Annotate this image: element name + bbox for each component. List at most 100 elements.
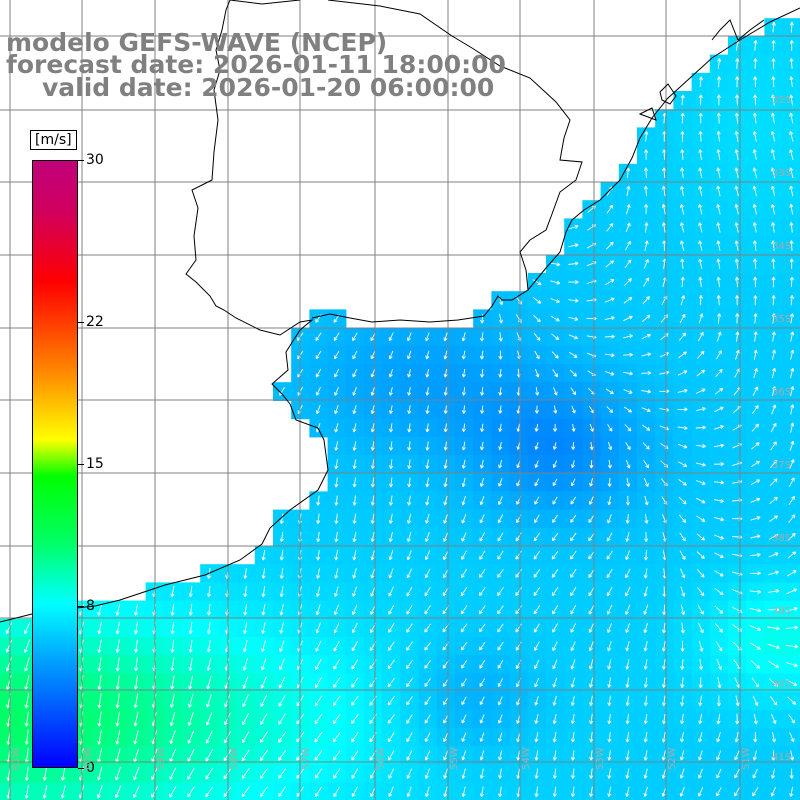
- wind-arrow: [785, 662, 798, 668]
- wind-arrow: [479, 641, 486, 651]
- wind-arrow: [60, 785, 66, 799]
- wind-arrow: [406, 550, 412, 561]
- wind-arrow: [698, 131, 703, 142]
- wind-arrow: [641, 333, 651, 340]
- wind-arrow: [771, 386, 777, 397]
- wind-arrow: [332, 732, 341, 743]
- wind-arrow: [789, 203, 794, 215]
- wind-arrow: [606, 623, 612, 633]
- wind-arrow: [478, 605, 486, 615]
- wind-arrow: [352, 441, 357, 451]
- wind-arrow: [787, 551, 797, 559]
- wind-arrow: [625, 786, 630, 797]
- wind-arrow: [770, 441, 777, 451]
- wind-arrow: [351, 677, 359, 688]
- wind-arrow: [644, 149, 649, 160]
- wind-arrow: [461, 477, 466, 488]
- wind-arrow: [680, 167, 685, 179]
- wind-arrow: [406, 513, 412, 524]
- wind-arrow: [787, 696, 797, 705]
- wind-arrow: [605, 279, 615, 286]
- wind-arrow: [5, 639, 13, 653]
- wind-arrow: [497, 659, 504, 669]
- longitude-label: 52W: [667, 747, 678, 770]
- wind-arrow: [570, 732, 576, 743]
- colorbar-tick-mark: [78, 322, 84, 323]
- wind-arrow: [749, 571, 761, 576]
- wind-arrow: [533, 332, 541, 341]
- wind-arrow: [443, 423, 448, 433]
- wind-arrow: [770, 786, 776, 797]
- wind-arrow: [626, 477, 631, 487]
- wind-arrow: [479, 350, 485, 360]
- wind-arrow: [497, 623, 504, 633]
- wind-arrow: [716, 276, 721, 288]
- wind-arrow: [333, 677, 341, 688]
- wind-arrow: [133, 693, 139, 709]
- wind-arrow: [771, 222, 776, 233]
- wind-arrow: [461, 732, 467, 742]
- wind-arrow: [206, 657, 212, 671]
- wind-arrow: [607, 786, 612, 797]
- wind-arrow: [279, 586, 284, 598]
- wind-arrow: [479, 696, 485, 706]
- wind-arrow: [570, 387, 577, 396]
- wind-arrow: [352, 387, 357, 396]
- wind-arrow: [696, 551, 705, 560]
- wind-arrow: [607, 750, 612, 761]
- coastline-lagoon: [638, 83, 677, 121]
- wind-arrow: [570, 659, 576, 670]
- wind-arrow: [532, 296, 542, 304]
- colorbar-tick-label: 0: [86, 760, 95, 776]
- wind-arrow: [479, 441, 485, 451]
- wind-arrow: [334, 368, 340, 378]
- wind-arrow: [388, 332, 394, 342]
- wind-arrow: [570, 713, 575, 725]
- wind-arrow: [406, 732, 413, 743]
- wind-arrow: [789, 786, 794, 797]
- wind-arrow: [260, 713, 268, 725]
- wind-arrow: [24, 657, 30, 672]
- wind-arrow: [569, 369, 577, 377]
- wind-arrow: [789, 440, 795, 451]
- wind-arrow: [334, 477, 339, 488]
- wind-arrow: [734, 130, 739, 142]
- wind-arrow: [696, 388, 706, 394]
- wind-arrow: [641, 389, 652, 394]
- wind-arrow: [790, 367, 795, 379]
- wind-arrow: [698, 276, 703, 288]
- wind-arrow: [788, 714, 796, 724]
- wind-arrow: [133, 766, 140, 781]
- wind-arrow: [259, 731, 268, 743]
- wind-arrow: [515, 568, 522, 578]
- wind-arrow: [534, 750, 539, 761]
- wind-arrow: [279, 513, 284, 524]
- wind-arrow: [768, 678, 779, 687]
- wind-arrow: [352, 477, 357, 488]
- wind-arrow: [716, 295, 721, 306]
- wind-arrow: [680, 677, 685, 688]
- wind-arrow: [333, 659, 340, 670]
- wind-arrow: [552, 623, 558, 633]
- wind-arrow: [787, 532, 796, 541]
- wind-arrow: [206, 621, 211, 635]
- wind-arrow: [278, 713, 286, 725]
- wind-arrow: [623, 371, 633, 376]
- wind-arrow: [625, 550, 631, 561]
- wind-arrow: [680, 131, 685, 142]
- longitude-label: 59W: [156, 747, 167, 770]
- wind-arrow: [698, 94, 703, 106]
- wind-arrow: [115, 675, 120, 690]
- wind-arrow: [23, 621, 31, 635]
- wind-arrow: [370, 513, 375, 524]
- wind-arrow: [388, 531, 393, 543]
- wind-arrow: [316, 549, 321, 561]
- wind-arrow: [170, 639, 175, 653]
- wind-arrow: [643, 641, 648, 652]
- wind-arrow: [734, 768, 740, 779]
- wind-arrow: [388, 786, 394, 798]
- wind-arrow: [661, 713, 667, 725]
- wind-arrow: [424, 696, 431, 706]
- wind-cell: [782, 127, 800, 147]
- wind-arrow: [643, 768, 648, 779]
